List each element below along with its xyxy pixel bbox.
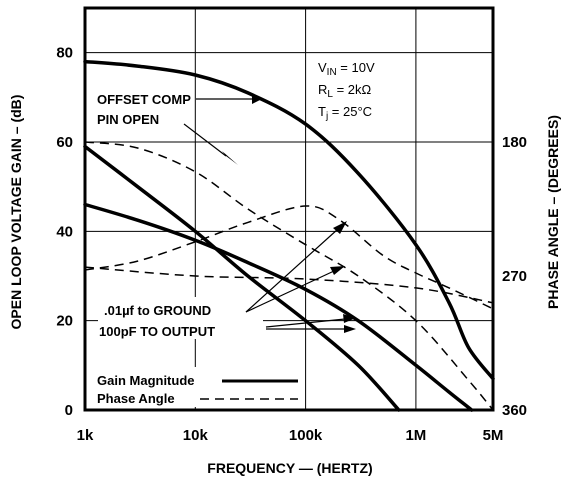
tick-labels: 1k 10k 100k 1M 5M 0 20 40 60 80 180 270 360 xyxy=(56,45,527,444)
x-tick-label: 1k xyxy=(77,427,94,444)
y2-tick-label: 180 xyxy=(502,134,527,151)
y-axis-label: OPEN LOOP VOLTAGE GAIN – (dB) xyxy=(8,95,24,330)
legend-label-phase: Phase Angle xyxy=(97,391,175,406)
y-tick-label: 60 xyxy=(56,134,73,151)
offset-annotation-line2: PIN OPEN xyxy=(97,112,159,127)
x-tick-label: 10k xyxy=(183,427,209,444)
phase-curve xyxy=(84,266,494,304)
offset-annotation: OFFSET COMP PIN OPEN xyxy=(93,89,262,165)
offset-arrow-phase xyxy=(183,123,227,157)
cap-annotation-line1: .01µf to GROUND xyxy=(104,303,211,318)
cap-arrow-3 xyxy=(265,318,346,328)
cap-arrowhead-1 xyxy=(333,221,347,234)
gain-curve xyxy=(83,59,495,381)
phase-curve xyxy=(84,141,494,411)
conditions-block: VIN = 10V RL = 2kΩ Tj = 25°C xyxy=(318,60,375,122)
cap-annotation: .01µf to GROUND 100pF TO OUTPUT xyxy=(98,221,356,339)
cap-arrowhead-2 xyxy=(330,266,345,275)
y2-tick-label: 270 xyxy=(502,268,527,285)
y2-axis-label: PHASE ANGLE – (DEGREES) xyxy=(545,115,561,309)
plot-frame xyxy=(83,6,495,412)
cap-arrowhead-4 xyxy=(344,325,356,333)
gain-curve xyxy=(83,202,474,412)
y-tick-label: 20 xyxy=(56,313,73,330)
legend: Gain Magnitude Phase Angle xyxy=(90,367,305,407)
rl-condition: RL = 2kΩ xyxy=(318,82,371,100)
cap-arrowhead-3 xyxy=(343,314,356,323)
x-axis-label: FREQUENCY — (HERTZ) xyxy=(207,460,372,476)
y2-tick-label: 360 xyxy=(502,402,527,419)
curves xyxy=(83,59,495,412)
x-tick-label: 5M xyxy=(483,427,504,444)
legend-label-gain: Gain Magnitude xyxy=(97,373,195,388)
offset-arrowhead-phase xyxy=(222,151,238,165)
y-tick-label: 80 xyxy=(56,45,73,62)
offset-annotation-line1: OFFSET COMP xyxy=(97,92,191,107)
phase-curve xyxy=(84,205,494,310)
x-tick-label: 1M xyxy=(405,427,426,444)
x-tick-label: 100k xyxy=(289,427,323,444)
vin-condition: VIN = 10V xyxy=(318,60,375,78)
tj-condition: Tj = 25°C xyxy=(318,104,372,122)
cap-annotation-line2: 100pF TO OUTPUT xyxy=(99,324,215,339)
cap-arrow-2 xyxy=(245,270,335,313)
gain-curve xyxy=(83,144,401,412)
y-tick-label: 40 xyxy=(56,223,73,240)
y-tick-label: 0 xyxy=(65,402,73,419)
offset-arrowhead-gain xyxy=(252,94,262,104)
cap-arrow-1 xyxy=(245,228,339,313)
